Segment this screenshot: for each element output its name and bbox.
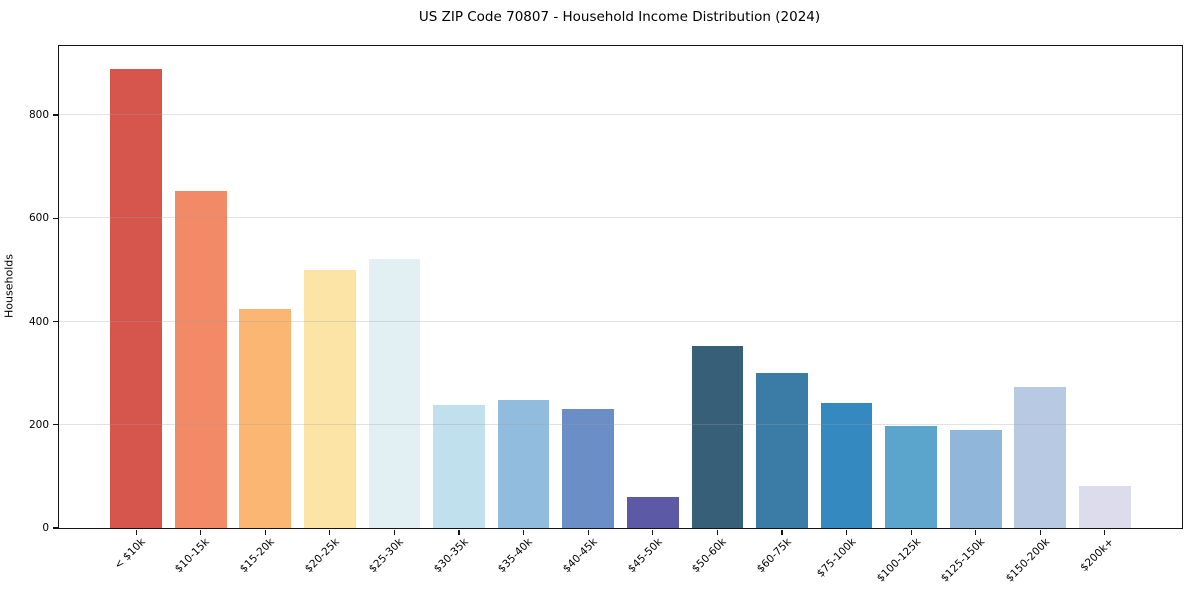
bar-$60-75k xyxy=(756,373,808,528)
x-tick-label: < $10k xyxy=(112,536,148,572)
x-tick-label: $30-35k xyxy=(431,536,471,576)
x-tick-label: $40-45k xyxy=(560,536,600,576)
y-tick-label: 200 xyxy=(28,418,49,431)
x-tick-label: $75-100k xyxy=(814,536,859,580)
x-tick-label: $20-25k xyxy=(302,536,342,576)
x-tick-mark xyxy=(200,530,202,535)
chart-title: US ZIP Code 70807 - Household Income Dis… xyxy=(418,9,821,25)
x-tick-label: $35-40k xyxy=(496,536,536,576)
bar-< $10k xyxy=(110,68,162,528)
bar-$200k+ xyxy=(1079,485,1131,528)
bar-$45-50k xyxy=(626,496,679,528)
bar-$35-40k xyxy=(497,400,550,528)
bar-$25-30k xyxy=(368,259,421,528)
bar-$20-25k xyxy=(304,269,356,528)
bar-$75-100k xyxy=(820,402,873,528)
x-tick-label: $60-75k xyxy=(754,536,794,576)
x-tick-mark xyxy=(458,530,460,535)
gridline-y-600 xyxy=(59,217,1182,219)
x-tick-label: $15-20k xyxy=(237,536,277,576)
x-tick-label: $150-200k xyxy=(1003,536,1052,585)
x-tick-mark xyxy=(1104,530,1106,535)
x-tick-label: $50-60k xyxy=(689,536,729,576)
gridline-y-400 xyxy=(59,320,1182,322)
x-tick-mark xyxy=(845,530,848,535)
x-tick-mark xyxy=(652,530,654,535)
y-tick-mark xyxy=(53,527,58,529)
x-tick-mark xyxy=(264,530,266,535)
x-tick-label: $200k+ xyxy=(1078,536,1117,574)
bar-$150-200k xyxy=(1014,386,1067,528)
y-tick-mark xyxy=(53,114,58,116)
plot-area: 0 200 400 600 800 < $10k $10-15k $15-20k $20-25k… xyxy=(29,45,1183,585)
y-axis-label: Households xyxy=(2,254,16,318)
x-tick-mark xyxy=(975,530,977,535)
x-tick-label: $25-30k xyxy=(366,536,406,576)
y-tick-mark xyxy=(53,424,58,426)
y-tick-label: 400 xyxy=(28,315,49,328)
bar-$40-45k xyxy=(562,409,615,528)
bar-$30-35k xyxy=(433,405,485,528)
y-tick-label: 800 xyxy=(28,109,49,122)
x-tick-mark xyxy=(587,530,589,535)
x-tick-mark xyxy=(329,530,331,535)
x-tick-mark xyxy=(716,530,718,535)
x-tick-label: $45-50k xyxy=(625,536,665,576)
x-tick-mark xyxy=(781,530,783,535)
y-tick-label: 0 xyxy=(42,522,49,534)
gridline-y-800 xyxy=(59,114,1182,116)
y-tick-label: 600 xyxy=(28,212,49,225)
y-tick-mark xyxy=(53,320,58,323)
bar-$15-20k xyxy=(239,308,292,528)
x-tick-mark xyxy=(910,530,912,535)
x-tick-label: $100-125k xyxy=(874,536,923,585)
bar-$100-125k xyxy=(885,425,937,528)
x-tick-mark xyxy=(393,530,396,535)
x-tick-mark xyxy=(523,530,525,535)
bar-$125-150k xyxy=(949,429,1002,528)
x-tick-mark xyxy=(1039,530,1041,535)
gridline-y-200 xyxy=(59,423,1182,425)
bar-$50-60k xyxy=(691,346,744,528)
bar-$10-15k xyxy=(174,191,227,528)
x-tick-label: $125-150k xyxy=(938,536,988,585)
x-tick-mark xyxy=(135,530,137,535)
x-tick-label: $10-15k xyxy=(173,536,213,576)
y-tick-mark xyxy=(53,217,58,219)
